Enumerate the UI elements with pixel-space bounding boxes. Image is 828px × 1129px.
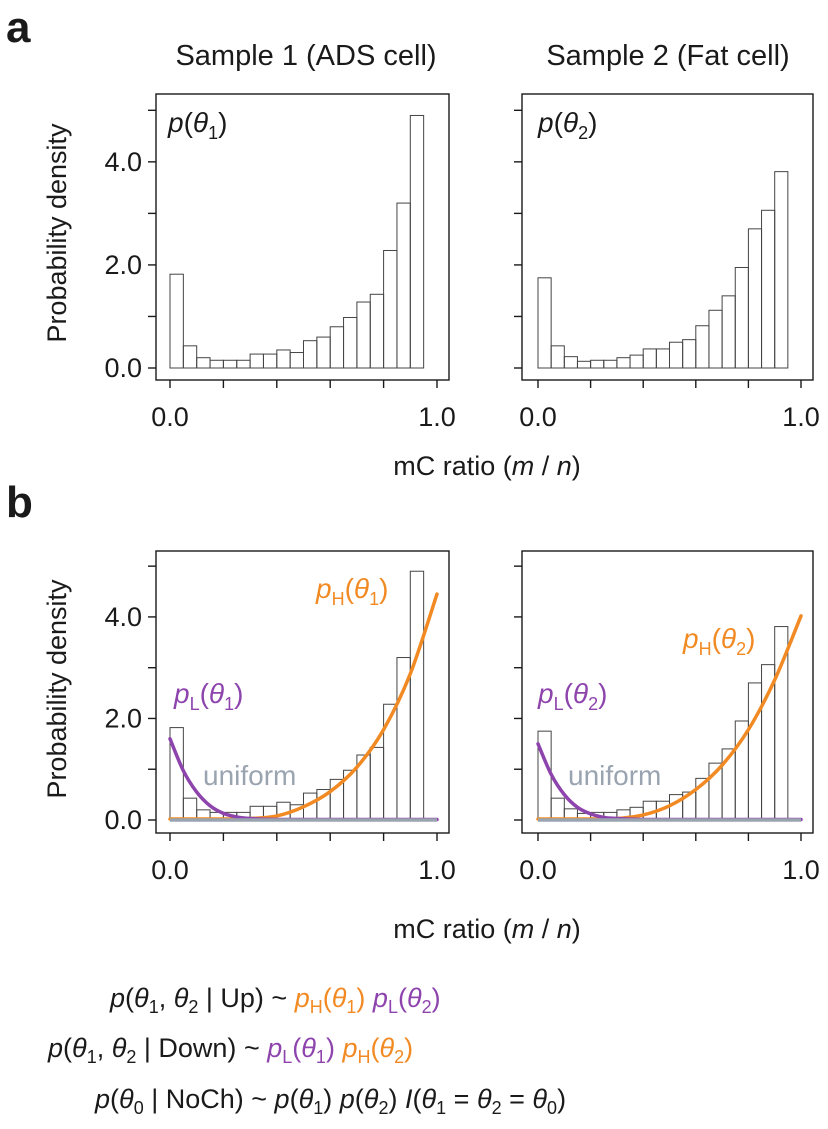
x-tick-label: 1.0 [418,855,456,885]
ylabel-b: Probability density [42,579,72,799]
histogram-bar [356,301,371,369]
histogram-bar [249,353,264,369]
histogram-bar [734,267,749,369]
histogram-bar [550,345,565,369]
label-pL-theta1: pL(θ1) [173,678,243,714]
histogram-bar [682,339,697,369]
equation-noch: p(θ0 | NoCh) ~ p(θ1) p(θ2) I(θ1 = θ2 = θ… [95,1084,567,1118]
histogram-bar [747,682,763,821]
histogram-bar [550,797,565,821]
histogram-bar [695,325,710,369]
label-pL-theta2: pL(θ2) [537,678,607,714]
histogram-bar [708,309,723,369]
histogram-bar [409,114,425,369]
histogram-bar [396,202,411,369]
histogram-bar [262,353,278,369]
histogram-bar [761,209,776,369]
histogram-bar [276,349,291,369]
histogram-bar [196,357,211,369]
plot-frame [155,550,450,834]
histogram-bar [182,345,198,369]
sample2-title: Sample 2 (Fat cell) [546,40,789,72]
histogram-bar [747,228,763,369]
histogram-bar [222,359,238,369]
x-tick-label: 0.0 [519,402,557,432]
plot-frame [521,550,814,834]
histogram-bar [383,249,398,369]
y-tick-label: 4.0 [104,602,142,632]
x-tick-label: 1.0 [782,402,820,432]
panel-label-a: a [6,3,31,52]
histogram-bar [563,356,578,369]
histogram-bar [774,171,789,369]
histogram-bar [655,348,670,369]
label-pH-theta1: pH(θ1) [315,573,388,609]
histogram-bar [289,352,304,369]
histogram-bar [182,797,198,821]
histogram-bar [616,357,631,369]
y-tick-label: 4.0 [104,147,142,177]
histogram-sample1-b: 0.0 2.0 4.0 0.0 1.0 [104,550,456,885]
histogram-bar [576,360,592,369]
panel-label-b: b [6,478,33,527]
histogram-sample2-a: 0.0 1.0 [514,93,820,432]
histogram-bar [409,570,425,821]
plot-frame [521,93,814,381]
xlabel-b: mC ratio (m / n) [393,914,581,944]
label-uniform-1: uniform [203,760,296,791]
x-tick-label: 0.0 [519,855,557,885]
y-tick-label: 2.0 [104,250,142,280]
equation-up: p(θ1, θ2 | Up) ~ pH(θ1) pL(θ2) [110,983,441,1017]
x-tick-label: 0.0 [151,855,189,885]
histogram-bar [383,703,398,821]
histogram-bar [329,326,345,369]
histogram-bar [209,359,224,369]
histogram-bar [537,277,552,369]
histogram-bar [629,354,644,369]
histogram-bar [369,746,385,821]
ylabel-a: Probability density [42,123,72,343]
x-tick-label: 1.0 [782,855,820,885]
histogram-bar [590,359,605,369]
histogram-bar [316,336,331,369]
histogram-bar [343,316,358,369]
histogram-bar [721,295,736,369]
histogram-bar [303,340,318,369]
histogram-bar [603,359,618,369]
y-tick-label: 2.0 [104,703,142,733]
xlabel-a: mC ratio (m / n) [393,451,581,481]
histogram-bar [369,293,385,369]
label-uniform-2: uniform [568,760,661,791]
y-tick-label: 0.0 [104,353,142,383]
histogram-sample2-b: 0.0 1.0 [514,550,820,885]
histogram-bar [669,341,684,369]
x-tick-label: 0.0 [151,402,189,432]
plot-frame [155,93,450,381]
histogram-bar [169,273,184,369]
inset-p-theta2: p(θ2) [537,107,597,143]
histogram-sample1-a: 0.0 2.0 4.0 0.0 1.0 [104,93,456,432]
histogram-bar [236,359,251,369]
equation-down: p(θ1, θ2 | Down) ~ pL(θ1) pH(θ2) [48,1033,414,1067]
sample1-title: Sample 1 (ADS cell) [175,40,436,72]
inset-p-theta1: p(θ1) [167,107,227,143]
x-tick-label: 1.0 [418,402,456,432]
y-tick-label: 0.0 [104,805,142,835]
label-pH-theta2: pH(θ2) [682,623,755,659]
histogram-bar [642,348,657,369]
